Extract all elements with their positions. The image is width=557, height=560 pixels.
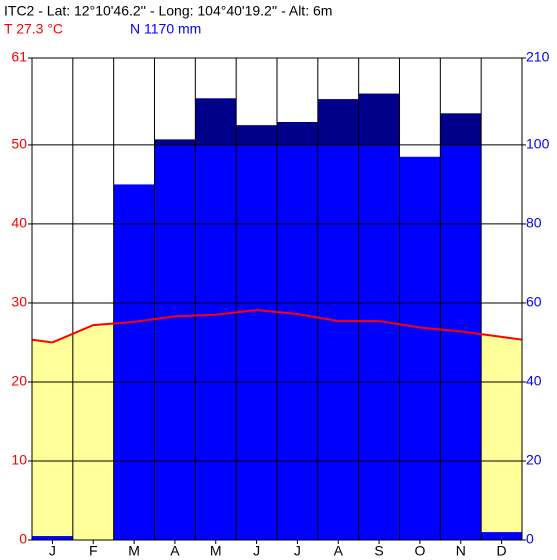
- precipitation-excess-bar: [277, 122, 318, 145]
- x-tick-label: J: [294, 543, 301, 559]
- temperature-line-edge: [501, 335, 523, 341]
- y2-tick-label: 20: [526, 452, 542, 468]
- x-tick-label: J: [49, 543, 56, 559]
- dry-area: [72, 323, 114, 540]
- x-tick-label: J: [253, 543, 260, 559]
- y-tick-label: 50: [11, 136, 27, 152]
- dry-area: [481, 334, 522, 540]
- x-tick-label: S: [374, 543, 383, 559]
- precipitation-bar: [317, 144, 359, 540]
- y-tick-label: 10: [11, 452, 27, 468]
- precipitation-excess-bar: [154, 139, 196, 145]
- temperature-label: T 27.3 °C: [4, 21, 63, 37]
- precipitation-bar: [195, 144, 237, 540]
- precipitation-bar: [358, 144, 400, 540]
- x-tick-label: A: [334, 543, 344, 559]
- x-tick-label: F: [89, 543, 98, 559]
- y-tick-label: 61: [11, 49, 27, 65]
- y2-tick-label: 210: [526, 49, 550, 65]
- x-tick-label: O: [414, 543, 425, 559]
- precipitation-bar: [399, 156, 441, 540]
- x-tick-label: D: [497, 543, 507, 559]
- dry-area: [32, 333, 73, 540]
- plot-frame: [31, 57, 523, 541]
- precipitation-excess-bar: [440, 113, 482, 145]
- x-tick-label: A: [170, 543, 180, 559]
- precipitation-bar: [236, 144, 277, 540]
- y2-tick-label: 60: [526, 294, 542, 310]
- precipitation-excess-bar: [317, 99, 359, 145]
- precipitation-bar: [277, 144, 318, 540]
- precipitation-excess-bar: [358, 93, 400, 145]
- precipitation-bar: [113, 184, 155, 541]
- x-tick-label: N: [456, 543, 466, 559]
- chart-title: ITC2 - Lat: 12°10'46.2'' - Long: 104°40'…: [4, 3, 332, 19]
- y2-tick-label: 0: [526, 531, 534, 547]
- x-tick-label: M: [210, 543, 222, 559]
- precipitation-excess-bar: [236, 125, 277, 145]
- y2-tick-label: 80: [526, 215, 542, 231]
- y-tick-label: 30: [11, 294, 27, 310]
- precipitation-bar: [32, 536, 73, 540]
- y2-tick-label: 40: [526, 373, 542, 389]
- precipitation-label: N 1170 mm: [130, 21, 201, 37]
- y-tick-label: 20: [11, 373, 27, 389]
- precipitation-bar: [440, 144, 482, 540]
- precipitation-bar: [481, 532, 522, 540]
- y-tick-label: 0: [19, 531, 27, 547]
- temperature-line-edge: [31, 338, 53, 344]
- x-tick-label: M: [128, 543, 140, 559]
- temperature-line: [52, 309, 502, 344]
- y-tick-label: 40: [11, 215, 27, 231]
- y2-tick-label: 100: [526, 136, 550, 152]
- precipitation-bar: [154, 144, 196, 540]
- precipitation-excess-bar: [195, 98, 237, 145]
